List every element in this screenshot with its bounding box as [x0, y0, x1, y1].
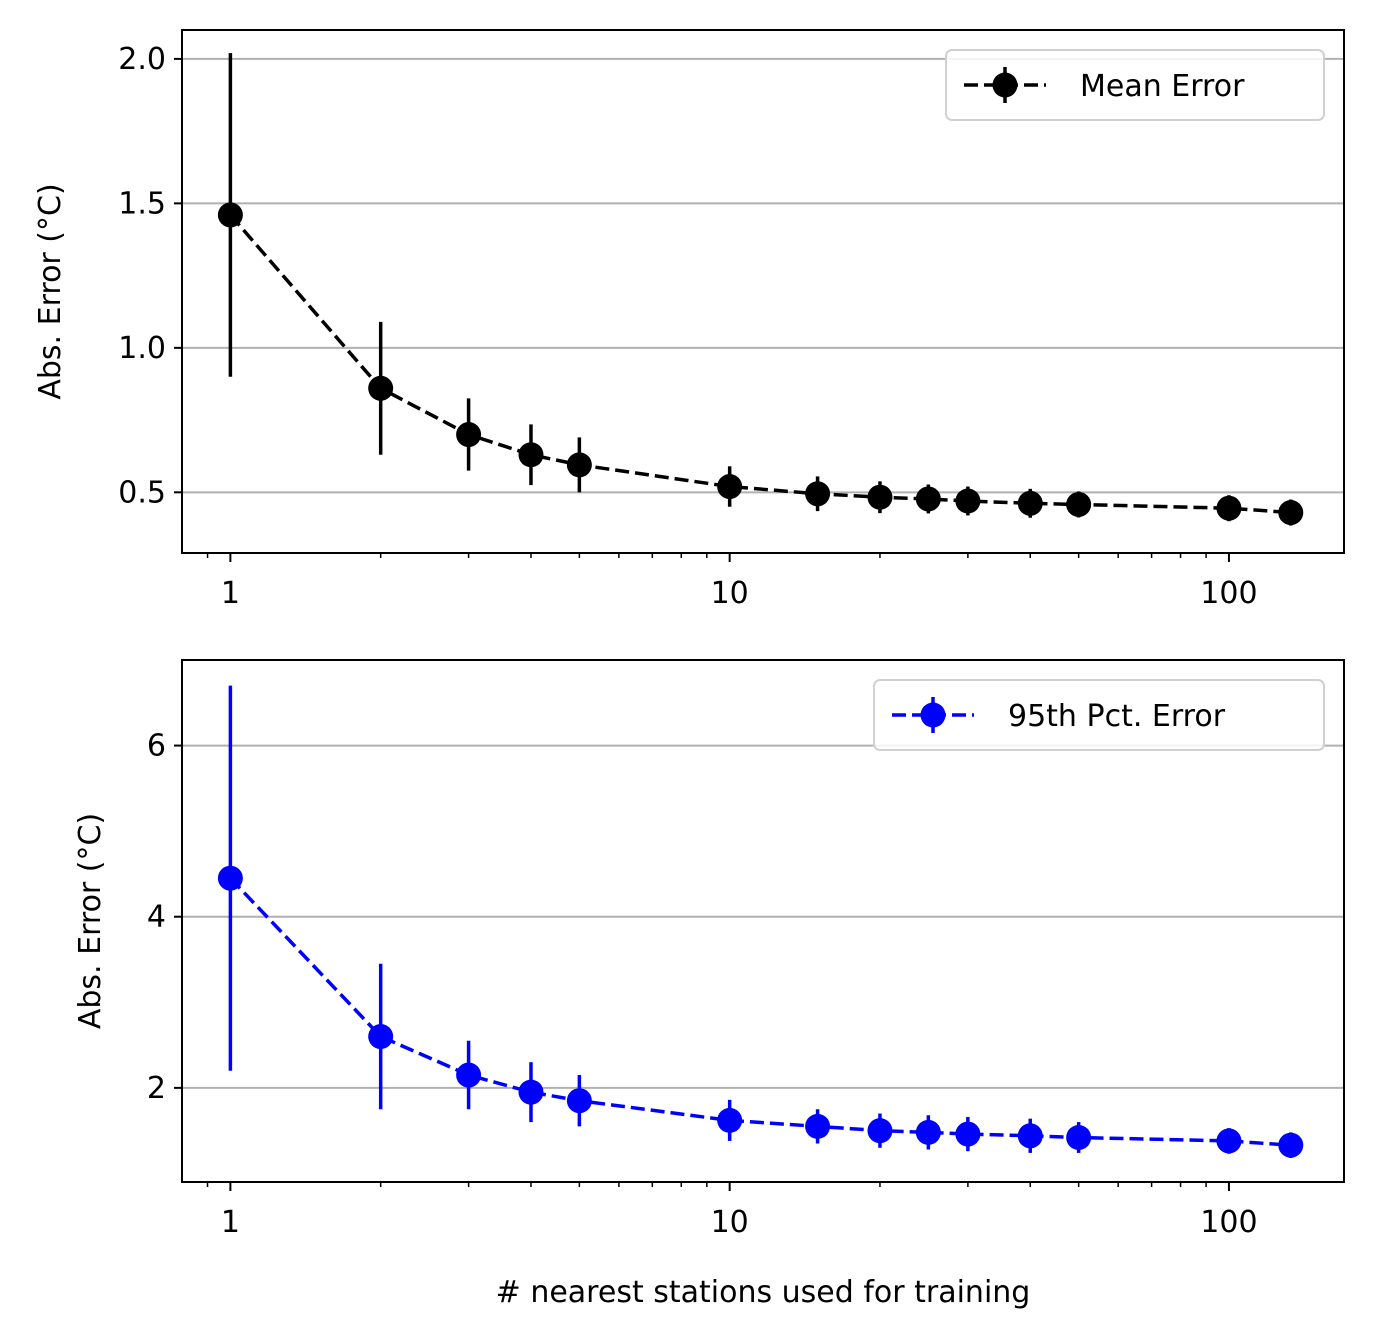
x-tick-label: 100: [1200, 1205, 1257, 1240]
y-tick-label: 6: [147, 729, 166, 764]
y-axis-label: Abs. Error (°C): [33, 183, 68, 399]
y-tick-label: 2: [147, 1071, 166, 1106]
data-point: [1066, 491, 1092, 517]
axes-frame: [181, 29, 1345, 554]
data-point: [1017, 490, 1043, 516]
data-point: [1278, 500, 1304, 526]
y-tick-label: 1.0: [118, 331, 166, 366]
y-tick-label: 0.5: [118, 475, 166, 510]
data-point: [217, 865, 243, 891]
x-axis-label: # nearest stations used for training: [496, 1275, 1031, 1310]
legend-label: Mean Error: [1080, 69, 1245, 104]
data-point: [456, 1062, 482, 1088]
legend-label: 95th Pct. Error: [1008, 699, 1226, 734]
data-point: [717, 1107, 743, 1133]
data-point: [518, 442, 544, 468]
data-point: [915, 486, 941, 512]
data-point: [915, 1119, 941, 1145]
data-point: [805, 1113, 831, 1139]
data-point: [368, 375, 394, 401]
data-point: [867, 484, 893, 510]
data-point: [717, 474, 743, 500]
data-point: [1066, 1125, 1092, 1151]
series-line: [229, 877, 1291, 1147]
data-point: [1017, 1123, 1043, 1149]
y-tick-label: 4: [147, 900, 166, 935]
legend-box: [873, 679, 1325, 751]
y-axis-label: Abs. Error (°C): [73, 813, 108, 1029]
data-point: [955, 488, 981, 514]
y-tick-label: 2.0: [118, 42, 166, 77]
x-tick-label: 100: [1200, 576, 1257, 611]
data-point: [867, 1118, 893, 1144]
chart-panel-1: 0.5 1.0 1.5 2.0 1 10 100 Abs. Error (°C) Mean Er…: [33, 29, 1345, 611]
y-tick-label: 1.5: [118, 186, 166, 221]
x-tick-label: 1: [221, 576, 240, 611]
data-point: [518, 1079, 544, 1105]
legend-marker: [920, 702, 946, 728]
chart-panel-2: 2 4 6 1 10 100 Abs. Error (°C) # nearest statio…: [73, 659, 1345, 1310]
data-point: [456, 422, 482, 448]
legend-marker: [992, 72, 1018, 98]
data-point: [1216, 495, 1242, 521]
data-point: [368, 1024, 394, 1050]
data-point: [955, 1121, 981, 1147]
series-mean-error: [217, 53, 1304, 526]
data-point: [566, 1088, 592, 1114]
data-point: [1278, 1132, 1304, 1158]
data-point: [805, 481, 831, 507]
data-point: [1216, 1128, 1242, 1154]
series-line: [229, 213, 1291, 515]
axes-frame: [181, 659, 1345, 1183]
legend: Mean Error: [945, 49, 1325, 121]
series-95th-pct-error: [217, 685, 1304, 1159]
legend-box: [945, 49, 1325, 121]
x-tick-label: 10: [711, 1205, 749, 1240]
x-tick-label: 10: [711, 576, 749, 611]
x-tick-label: 1: [221, 1205, 240, 1240]
legend: 95th Pct. Error: [873, 679, 1325, 751]
data-point: [217, 202, 243, 228]
data-point: [566, 452, 592, 478]
